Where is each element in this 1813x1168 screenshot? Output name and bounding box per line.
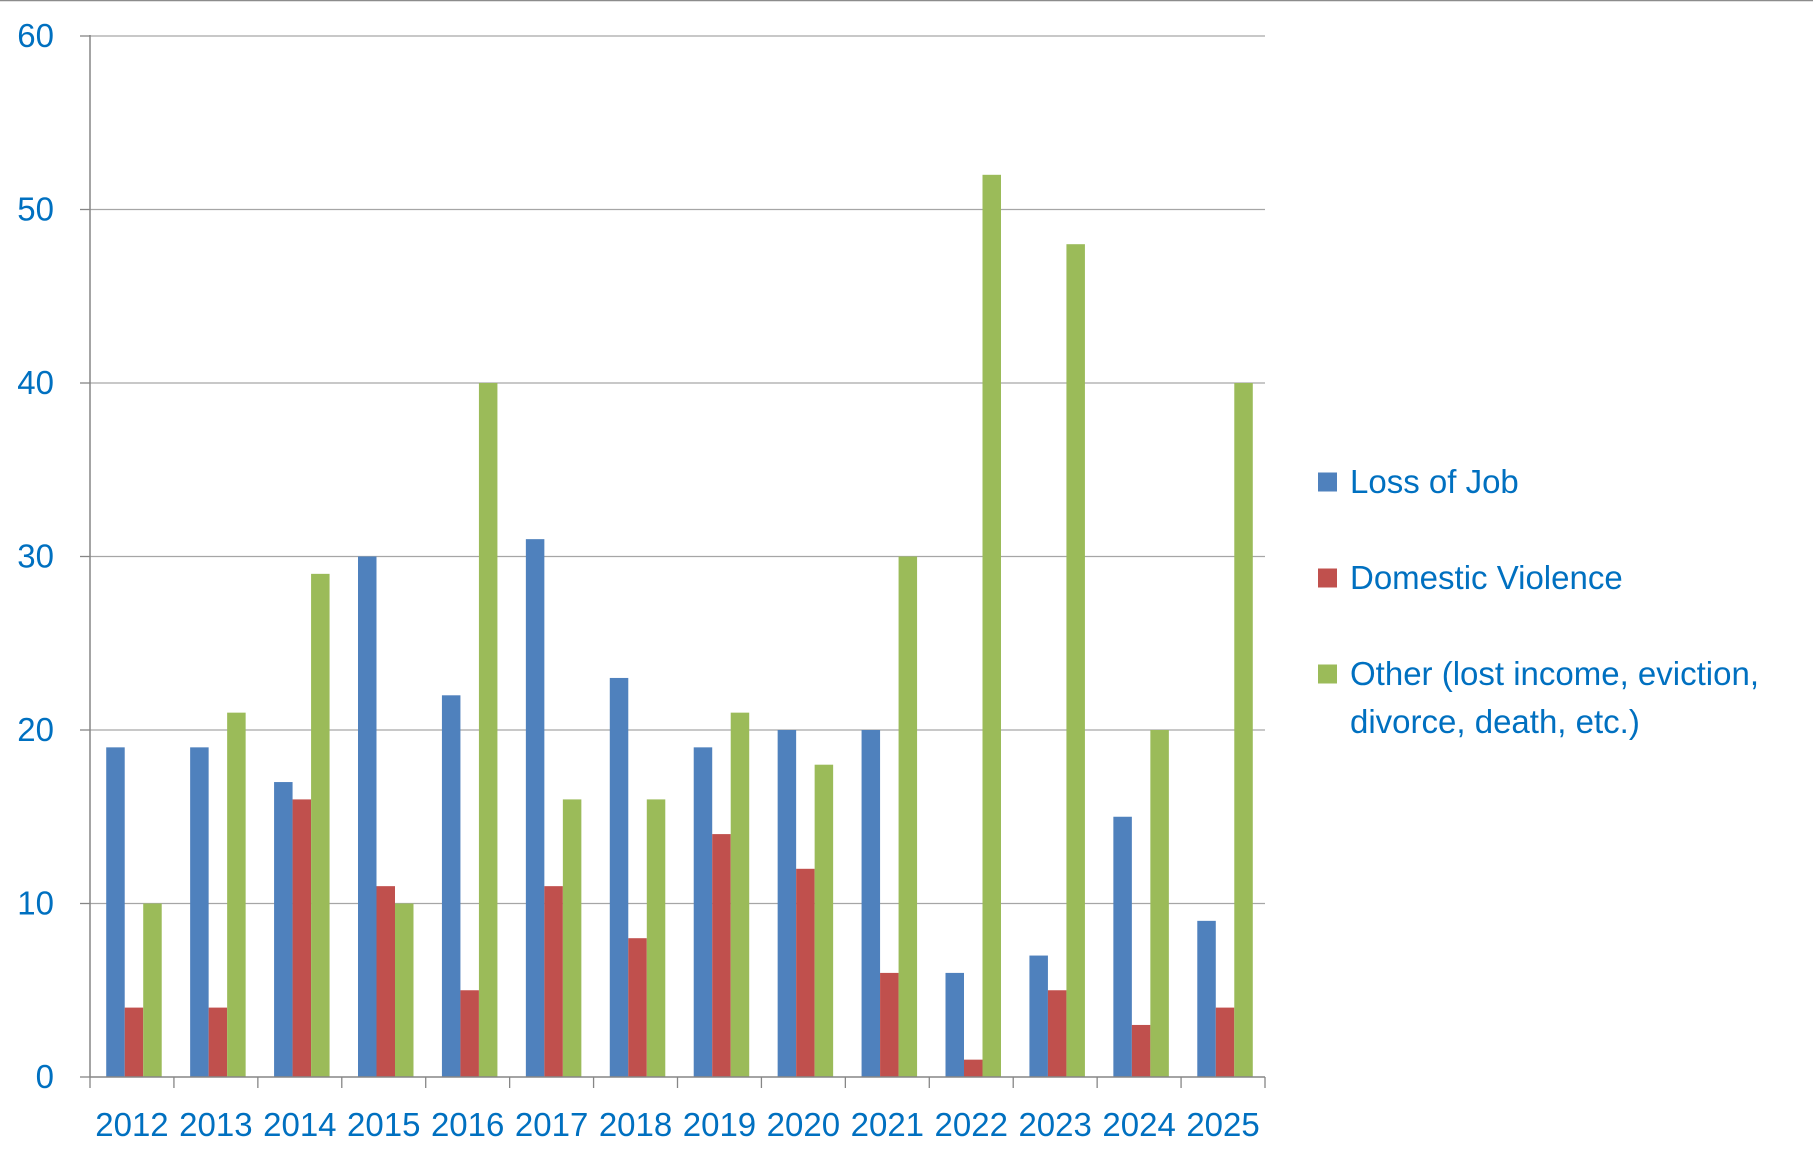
x-tick-label-2013: 2013 [179, 1106, 252, 1143]
y-tick-label-30: 30 [17, 538, 54, 575]
gridlines [90, 35, 1265, 905]
bar-2-2020 [796, 868, 815, 1077]
bar-1-2018 [609, 677, 629, 1077]
x-tick-label-2018: 2018 [599, 1106, 672, 1143]
y-tick-label-50: 50 [17, 191, 54, 228]
x-tick-label-2020: 2020 [767, 1106, 840, 1143]
bar-3-2020 [814, 764, 834, 1077]
x-tick-label-2012: 2012 [95, 1106, 168, 1143]
bar-2-2017 [544, 886, 563, 1077]
legend-label-1: Loss of Job [1350, 463, 1519, 500]
x-tick-label-2015: 2015 [347, 1106, 420, 1143]
bar-2-2024 [1131, 1024, 1151, 1077]
legend-label-3-line-1: Other (lost income, eviction, [1350, 655, 1759, 692]
bar-3-2017 [562, 799, 582, 1077]
bar-1-2014 [274, 782, 293, 1077]
y-tick-label-40: 40 [17, 364, 54, 401]
bar-3-2025 [1234, 383, 1253, 1077]
bar-1-2015 [358, 556, 377, 1077]
bar-2-2021 [880, 972, 899, 1077]
bar-2-2018 [628, 938, 647, 1077]
bar-2-2025 [1215, 1007, 1235, 1077]
bar-2-2015 [376, 886, 395, 1077]
bar-1-2023 [1029, 955, 1048, 1077]
bars [106, 174, 1253, 1078]
bar-1-2016 [441, 695, 461, 1077]
bar-1-2013 [190, 747, 209, 1077]
y-tick-label-10: 10 [17, 885, 54, 922]
x-tick-label-2024: 2024 [1102, 1106, 1175, 1143]
bar-3-2024 [1150, 730, 1169, 1077]
x-axis-tick-labels: 2012 2013 2014 2015 2016 2017 2018 2019 2020 2021… [95, 1106, 1259, 1143]
bar-3-2013 [227, 712, 246, 1077]
x-tick-label-2021: 2021 [851, 1106, 924, 1143]
bar-3-2021 [898, 556, 918, 1077]
bar-3-2022 [982, 174, 1001, 1078]
bar-2-2012 [124, 1007, 144, 1077]
axes [80, 35, 1266, 1088]
bar-3-2018 [646, 799, 666, 1077]
y-tick-label-60: 60 [17, 17, 54, 54]
x-tick-label-2019: 2019 [683, 1106, 756, 1143]
bar-2-2013 [208, 1007, 228, 1077]
legend-label-2: Domestic Violence [1350, 559, 1623, 596]
bar-1-2025 [1197, 920, 1216, 1077]
y-tick-label-0: 0 [36, 1058, 54, 1095]
legend-swatch-3 [1318, 664, 1337, 684]
bar-2-2016 [460, 990, 479, 1077]
legend-label-3: Other (lost income, eviction, divorce, de… [1350, 655, 1759, 740]
y-axis-tick-labels: 0 10 20 30 40 50 60 [17, 17, 54, 1095]
bar-1-2012 [106, 747, 125, 1077]
x-tick-label-2014: 2014 [263, 1106, 336, 1143]
x-tick-label-2017: 2017 [515, 1106, 588, 1143]
legend-label-3-line-2: divorce, death, etc.) [1350, 703, 1640, 740]
bar-1-2020 [777, 730, 797, 1077]
bar-2-2014 [292, 799, 312, 1077]
bar-1-2017 [525, 539, 545, 1077]
bar-1-2022 [945, 972, 964, 1077]
x-tick-label-2016: 2016 [431, 1106, 504, 1143]
x-tick-label-2022: 2022 [935, 1106, 1008, 1143]
legend-swatch-1 [1318, 472, 1337, 492]
bar-1-2019 [693, 747, 713, 1077]
x-tick-label-2023: 2023 [1018, 1106, 1091, 1143]
legend-label-1-line-1: Loss of Job [1350, 463, 1519, 500]
bar-3-2016 [478, 383, 498, 1077]
bar-3-2023 [1066, 244, 1085, 1077]
bar-3-2012 [143, 903, 162, 1077]
bar-1-2024 [1113, 816, 1132, 1077]
y-tick-label-20: 20 [17, 711, 54, 748]
bar-3-2015 [395, 903, 414, 1077]
bar-3-2014 [311, 573, 330, 1077]
bar-1-2021 [861, 730, 881, 1077]
x-tick-label-2025: 2025 [1186, 1106, 1259, 1143]
legend: Loss of Job Domestic Violence Other (lost … [1318, 463, 1759, 740]
legend-swatch-2 [1318, 568, 1337, 588]
bar-2-2022 [964, 1059, 983, 1077]
bar-2-2019 [712, 834, 731, 1077]
bar-3-2019 [730, 712, 750, 1077]
bar-2-2023 [1047, 990, 1067, 1077]
legend-label-2-line-1: Domestic Violence [1350, 559, 1623, 596]
